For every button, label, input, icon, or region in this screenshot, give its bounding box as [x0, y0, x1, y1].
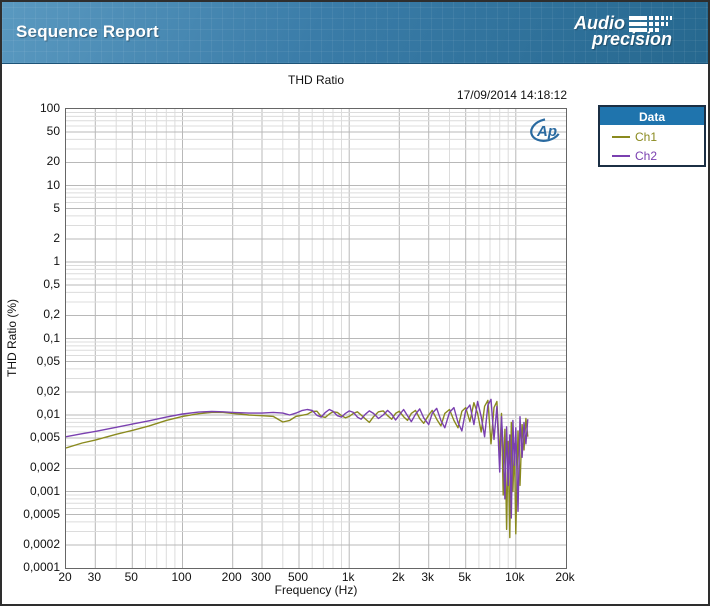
ch1-line-swatch	[612, 135, 630, 138]
ap-watermark-icon: Ap	[530, 118, 562, 142]
page-title: Sequence Report	[16, 22, 159, 41]
x-tick-label: 30	[87, 570, 102, 584]
ch2-label: Ch2	[635, 148, 658, 163]
y-tick-label: 0,0001	[23, 560, 60, 574]
legend-item-ch2[interactable]: Ch2	[600, 146, 704, 165]
plot-area[interactable]: Ap	[65, 108, 567, 569]
x-tick-label: 300	[250, 570, 272, 584]
y-tick-label: 0,005	[29, 430, 60, 445]
ch2-line-swatch	[612, 154, 630, 157]
brand-word-precision: precision	[592, 29, 673, 49]
x-tick-label: 20	[58, 570, 72, 584]
x-tick-label: 5k	[458, 570, 471, 584]
legend-box[interactable]: Data Ch1 Ch2	[598, 105, 706, 167]
y-tick-label: 0,5	[43, 277, 60, 292]
svg-text:Ap: Ap	[536, 123, 557, 140]
y-tick-label: 0,0002	[23, 536, 60, 551]
y-tick-label: 0,05	[36, 353, 60, 368]
y-tick-label: 50	[46, 124, 60, 139]
y-tick-label: 0,001	[29, 483, 60, 498]
x-tick-label: 3k	[421, 570, 435, 584]
y-tick-label: 0,1	[43, 330, 60, 345]
brand-bars-icon	[629, 16, 672, 32]
brand-word-audio: Audio	[574, 13, 625, 33]
thd-ratio-plot	[66, 109, 566, 568]
y-tick-label: 10	[46, 177, 60, 192]
x-tick-label: 50	[124, 570, 138, 584]
y-tick-label: 0,01	[36, 407, 60, 421]
x-tick-label: 10k	[505, 570, 525, 584]
y-tick-label: 2	[53, 230, 60, 245]
legend-item-ch1[interactable]: Ch1	[600, 127, 704, 146]
x-tick-label: 200	[221, 570, 242, 584]
y-tick-label: 1	[53, 254, 60, 268]
x-tick-label: 2k	[391, 570, 405, 584]
x-tick-label: 500	[287, 570, 308, 584]
legend-title: Data	[600, 107, 704, 127]
y-tick-label: 0,002	[29, 460, 60, 475]
y-tick-label: 20	[46, 154, 60, 169]
audio-precision-logo: Audio precision	[574, 14, 696, 52]
header-bar: Sequence Report Audio precision	[2, 2, 708, 64]
y-tick-label: 0,0005	[23, 506, 60, 521]
ch1-label: Ch1	[635, 129, 658, 144]
y-tick-label: 0,02	[36, 383, 60, 398]
x-axis-title: Frequency (Hz)	[274, 583, 358, 597]
chart-title: THD Ratio	[287, 73, 344, 87]
y-tick-label: 5	[53, 200, 60, 215]
x-tick-label: 100	[171, 570, 192, 584]
chart-timestamp: 17/09/2014 14:18:12	[456, 88, 567, 102]
x-tick-label: 20k	[555, 570, 575, 584]
y-tick-label: 0,2	[43, 307, 60, 322]
y-tick-label: 100	[39, 101, 60, 115]
x-tick-label: 1k	[341, 570, 355, 584]
